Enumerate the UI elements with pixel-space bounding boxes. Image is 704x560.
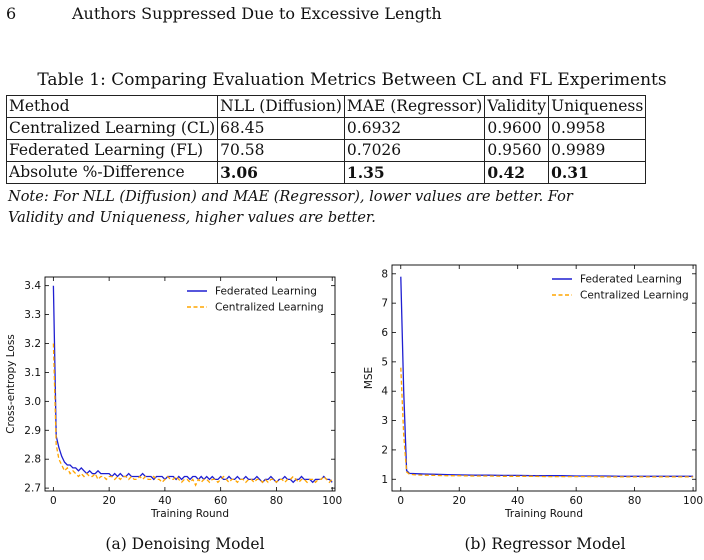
regressor-mse-chart: 0 20 40 60 80 100 1 2 3 4 5 6 7 8 Training Round MSE Fed… (363, 264, 703, 520)
legend-label: Centralized Learning (215, 302, 324, 314)
y-tick-label: 5 (381, 356, 388, 368)
table-cell: 0.42 (484, 161, 550, 184)
x-tick-label: 0 (397, 495, 404, 507)
y-tick-label: 2.9 (24, 425, 41, 437)
x-tick-label: 80 (628, 495, 641, 507)
y-tick-label: 2.8 (24, 454, 41, 466)
table-cell: Absolute %-Difference (5, 161, 219, 184)
y-tick-label: 2 (381, 444, 388, 456)
y-axis-label: MSE (363, 367, 375, 389)
running-title: Authors Suppressed Due to Excessive Leng… (72, 4, 442, 23)
y-tick-label: 1 (381, 474, 388, 486)
table-cell: 0.31 (548, 161, 647, 184)
table-cell: 0.9989 (548, 139, 647, 162)
series-line-federated (400, 276, 694, 477)
table-cell: 0.9600 (484, 117, 550, 140)
y-tick-label: 7 (381, 298, 388, 310)
x-tick-label: 40 (511, 495, 524, 507)
y-tick-label: 3.3 (24, 309, 41, 321)
series-line-centralized (52, 343, 333, 487)
x-tick-label: 20 (102, 495, 115, 507)
table-cell: 0.7026 (343, 139, 486, 162)
legend-label: Federated Learning (580, 274, 682, 286)
x-tick-label: 20 (453, 495, 466, 507)
x-tick-label: 40 (158, 495, 171, 507)
table-cell: Centralized Learning (CL) (5, 117, 219, 140)
table-note: Note: For NLL (Diffusion) and MAE (Regre… (8, 189, 573, 226)
x-tick-label: 100 (683, 495, 703, 507)
table-cell: 68.45 (217, 117, 345, 140)
y-tick-label: 3.4 (24, 280, 41, 292)
table-cell: 0.9958 (548, 117, 647, 140)
legend-label: Federated Learning (215, 286, 317, 298)
denoising-loss-chart: 0 20 40 60 80 100 2.7 2.8 2.9 3.0 3.1 3.2 3.3 3.4 Trai… (5, 276, 342, 520)
column-header: MAE (Regressor) (343, 95, 486, 118)
table-cell: Federated Learning (FL) (5, 139, 219, 162)
subcaption-b: (b) Regressor Model (464, 535, 626, 553)
x-axis-label: Training Round (150, 508, 229, 520)
column-header: Method (5, 95, 219, 118)
table-cell: 0.6932 (343, 117, 486, 140)
running-header: 6 Authors Suppressed Due to Excessive Len… (6, 4, 442, 23)
y-tick-label: 3 (381, 415, 388, 427)
table-cell: 1.35 (343, 161, 486, 184)
x-tick-label: 60 (214, 495, 227, 507)
x-tick-label: 80 (270, 495, 283, 507)
y-tick-label: 3.0 (24, 396, 41, 408)
series-line-federated (52, 285, 333, 484)
y-tick-label: 8 (381, 268, 388, 280)
plot-frame (44, 276, 336, 492)
table-row: Absolute %-Difference 3.06 1.35 0.42 0.3… (5, 161, 647, 184)
column-header: NLL (Diffusion) (217, 95, 345, 118)
series-line-centralized (400, 367, 694, 478)
y-tick-label: 3.1 (24, 367, 41, 379)
table-cell: 70.58 (217, 139, 345, 162)
table-caption: Table 1: Comparing Evaluation Metrics Be… (37, 70, 667, 90)
x-tick-label: 60 (569, 495, 582, 507)
metrics-table: Method NLL (Diffusion) MAE (Regressor) V… (5, 95, 647, 184)
x-tick-label: 0 (50, 495, 57, 507)
table-row: Centralized Learning (CL) 68.45 0.6932 0… (5, 117, 647, 140)
y-tick-label: 2.7 (24, 483, 41, 495)
x-axis-label: Training Round (504, 508, 583, 520)
y-axis-label: Cross-entropy Loss (5, 334, 17, 434)
table-header-row: Method NLL (Diffusion) MAE (Regressor) V… (5, 95, 647, 118)
table-cell: 0.9560 (484, 139, 550, 162)
column-header: Uniqueness (548, 95, 647, 118)
y-tick-label: 3.2 (24, 338, 41, 350)
table-row: Federated Learning (FL) 70.58 0.7026 0.9… (5, 139, 647, 162)
x-tick-label: 100 (322, 495, 342, 507)
subcaption-a: (a) Denoising Model (105, 535, 265, 553)
page-number: 6 (6, 4, 17, 23)
y-tick-label: 6 (381, 327, 388, 339)
plot-frame (391, 264, 697, 492)
column-header: Validity (484, 95, 550, 118)
legend-label: Centralized Learning (580, 290, 689, 302)
y-tick-label: 4 (381, 386, 388, 398)
table-cell: 3.06 (217, 161, 345, 184)
